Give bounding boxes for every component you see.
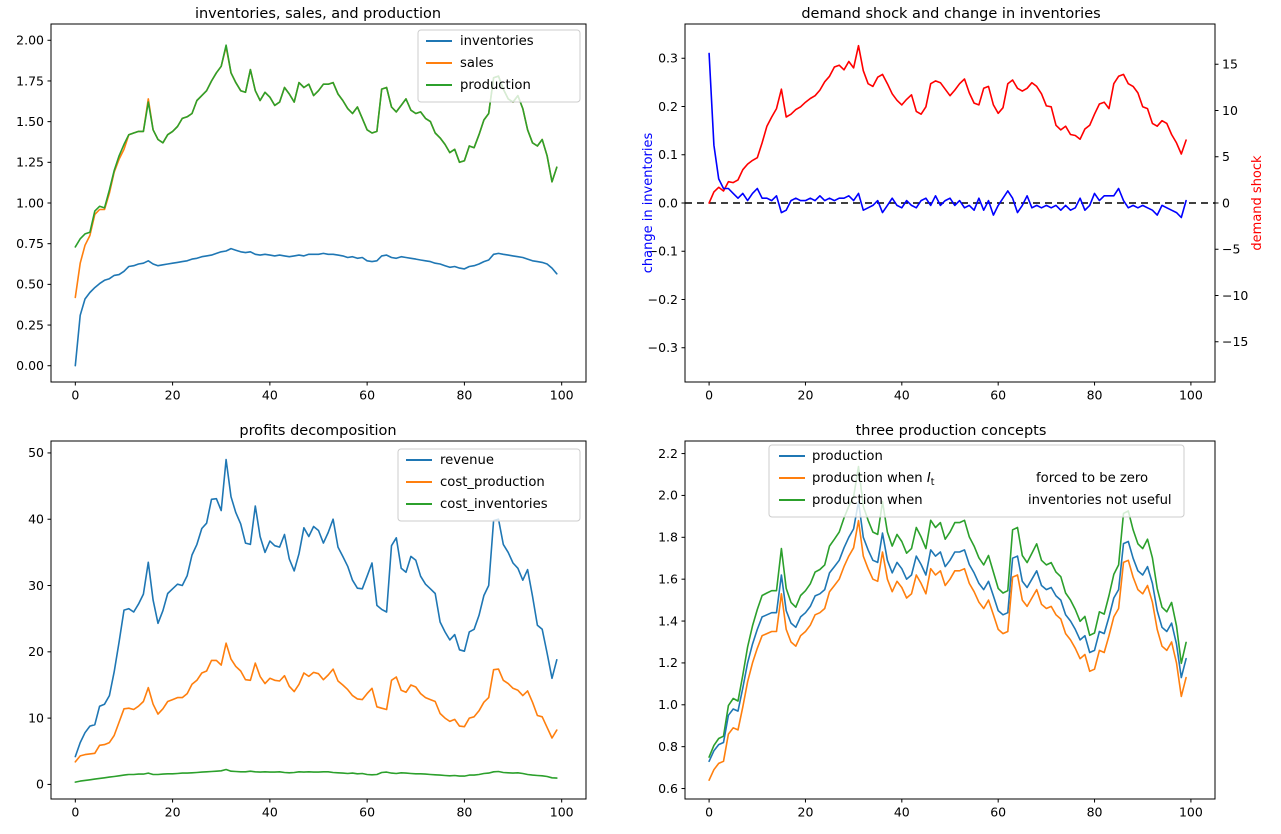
svg-text:2.0: 2.0: [658, 488, 678, 503]
svg-text:60: 60: [990, 805, 1006, 820]
chart-three-production-concepts: 0 20 40 60 80 100 0.6 0.8 1.0 1.2 1.4 1.6 1.8 2.0 2.2 p…: [640, 417, 1281, 834]
chart-inventories-sales-production: 0 20 40 60 80 100 0.00 0.25 0.50 0.75 1.00 1.25 1.50…: [0, 0, 641, 417]
title-profits-decomposition: profits decomposition: [239, 423, 397, 439]
svg-text:0.0: 0.0: [658, 195, 678, 210]
svg-text:30: 30: [28, 578, 44, 593]
series-production-when-inventories-not-useful: [708, 465, 1187, 758]
plot-demand-shock: 0 20 40 60 80 100−0.3−0.2−0.10.00.10.20.3−15−…: [641, 23, 1265, 403]
svg-text:−0.2: −0.2: [648, 292, 678, 307]
svg-text:100: 100: [1179, 805, 1203, 820]
svg-text:0.25: 0.25: [16, 317, 44, 332]
series-revenue: [74, 458, 558, 758]
svg-text:1.2: 1.2: [658, 655, 678, 670]
svg-text:100: 100: [550, 388, 574, 403]
svg-text:40: 40: [894, 805, 910, 820]
svg-text:−0.3: −0.3: [648, 340, 678, 355]
legend-box: [417, 29, 581, 103]
series-change-in-inventories: [708, 52, 1187, 219]
svg-text:15: 15: [1222, 57, 1238, 72]
svg-text:0.75: 0.75: [16, 236, 44, 251]
svg-text:20: 20: [165, 805, 181, 820]
svg-text:10: 10: [1222, 103, 1238, 118]
series-cost-production: [74, 642, 558, 763]
svg-text:2.00: 2.00: [16, 33, 44, 48]
svg-text:0.1: 0.1: [658, 147, 678, 162]
title-three-production-concepts: three production concepts: [855, 423, 1047, 439]
svg-text:0: 0: [705, 388, 713, 403]
svg-text:1.6: 1.6: [658, 571, 678, 586]
svg-text:1.00: 1.00: [16, 195, 44, 210]
svg-text:5: 5: [1222, 149, 1230, 164]
legend-label: sales: [460, 56, 494, 71]
svg-text:0: 0: [71, 805, 79, 820]
legend-label: inventories: [460, 34, 534, 49]
svg-text:60: 60: [359, 388, 375, 403]
svg-text:0.50: 0.50: [16, 277, 44, 292]
svg-text:100: 100: [1179, 388, 1203, 403]
svg-text:0.8: 0.8: [658, 739, 678, 754]
chart-profits-decomposition: 0 20 40 60 80 100 0 10 20 30 40 50 revenue cost_produ…: [0, 417, 641, 834]
svg-text:40: 40: [262, 388, 278, 403]
svg-text:0.6: 0.6: [658, 781, 678, 796]
legend-box: [768, 444, 1185, 518]
svg-text:80: 80: [1087, 388, 1103, 403]
svg-text:−5: −5: [1222, 242, 1240, 257]
legend-label: production: [460, 78, 531, 93]
svg-text:20: 20: [28, 644, 44, 659]
svg-text:40: 40: [262, 805, 278, 820]
svg-text:0: 0: [1222, 195, 1230, 210]
series-production-when-i-t-forced-to-be-zero: [708, 519, 1187, 781]
plot-profits-decomposition: 0 20 40 60 80 100 0 10 20 30 40 50 revenue cost_produ…: [28, 440, 587, 820]
svg-text:0.3: 0.3: [658, 51, 678, 66]
svg-text:20: 20: [165, 388, 181, 403]
svg-text:1.4: 1.4: [658, 613, 678, 628]
svg-text:−0.1: −0.1: [648, 244, 678, 259]
svg-text:40: 40: [894, 388, 910, 403]
svg-text:2.2: 2.2: [658, 446, 678, 461]
svg-text:40: 40: [28, 512, 44, 527]
title-inventories-sales-production: inventories, sales, and production: [194, 6, 442, 22]
svg-text:1.50: 1.50: [16, 114, 44, 129]
svg-text:0: 0: [36, 777, 44, 792]
svg-text:80: 80: [1087, 805, 1103, 820]
svg-text:−15: −15: [1222, 334, 1248, 349]
svg-text:60: 60: [359, 805, 375, 820]
series-inventories: [74, 247, 558, 367]
svg-text:80: 80: [456, 388, 472, 403]
svg-text:20: 20: [798, 805, 814, 820]
right-axis-label: demand shock: [1250, 155, 1265, 251]
legend-label: cost_production: [440, 475, 545, 490]
svg-text:−10: −10: [1222, 288, 1248, 303]
legend-label: revenue: [440, 453, 494, 468]
series-cost-inventories: [74, 768, 558, 783]
svg-text:0.2: 0.2: [658, 99, 678, 114]
svg-text:1.8: 1.8: [658, 530, 678, 545]
svg-text:1.75: 1.75: [16, 73, 44, 88]
svg-text:1.25: 1.25: [16, 155, 44, 170]
svg-text:100: 100: [550, 805, 574, 820]
plot-inventories-sales-production: 0 20 40 60 80 100 0.00 0.25 0.50 0.75 1.00 1.25 1.50…: [16, 23, 587, 403]
svg-text:10: 10: [28, 710, 44, 725]
legend-box: [397, 448, 581, 522]
series-demand-shock: [708, 44, 1187, 204]
plot-three-production-concepts: 0 20 40 60 80 100 0.6 0.8 1.0 1.2 1.4 1.6 1.8 2.0 2.2 p…: [658, 440, 1216, 820]
svg-text:50: 50: [28, 445, 44, 460]
svg-text:20: 20: [798, 388, 814, 403]
svg-text:80: 80: [456, 805, 472, 820]
legend-label: production: [812, 449, 883, 464]
series-production: [708, 500, 1187, 763]
svg-text:0: 0: [705, 805, 713, 820]
chart-demand-shock: 0 20 40 60 80 100 −0.3 −0.2 −0.1 0.0 0.1 0.2 0.3 −15−…: [640, 0, 1281, 417]
svg-text:0.00: 0.00: [16, 358, 44, 373]
svg-text:1.0: 1.0: [658, 697, 678, 712]
svg-text:60: 60: [990, 388, 1006, 403]
legend-label: production when It forced to be zero: [812, 471, 1148, 488]
svg-text:0: 0: [71, 388, 79, 403]
left-axis-label: change in inventories: [641, 133, 656, 274]
series-production: [74, 44, 558, 248]
legend-label: cost_inventories: [440, 497, 548, 512]
title-demand-shock: demand shock and change in inventories: [801, 6, 1101, 22]
legend-label: production when inventories not useful: [812, 493, 1172, 508]
